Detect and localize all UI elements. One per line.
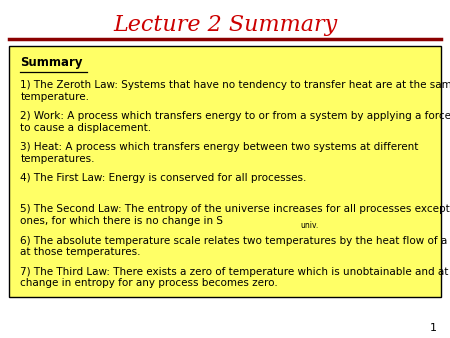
Text: univ.: univ. [300, 221, 319, 230]
Text: 4) The First Law: Energy is conserved for all processes.: 4) The First Law: Energy is conserved fo… [20, 173, 306, 184]
Text: 7) The Third Law: There exists a zero of temperature which is unobtainable and a: 7) The Third Law: There exists a zero of… [20, 267, 450, 288]
Text: Summary: Summary [20, 56, 83, 69]
FancyBboxPatch shape [9, 46, 441, 297]
Text: 1) The Zeroth Law: Systems that have no tendency to transfer heat are at the sam: 1) The Zeroth Law: Systems that have no … [20, 80, 450, 102]
Text: 5) The Second Law: The entropy of the universe increases for all processes excep: 5) The Second Law: The entropy of the un… [20, 204, 450, 226]
Text: 2) Work: A process which transfers energy to or from a system by applying a forc: 2) Work: A process which transfers energ… [20, 111, 450, 133]
Text: 3) Heat: A process which transfers energy between two systems at different
tempe: 3) Heat: A process which transfers energ… [20, 142, 418, 164]
Text: 6) The absolute temperature scale relates two temperatures by the heat flow of a: 6) The absolute temperature scale relate… [20, 236, 450, 257]
Text: Lecture 2 Summary: Lecture 2 Summary [113, 14, 337, 35]
Text: 1: 1 [429, 323, 436, 333]
